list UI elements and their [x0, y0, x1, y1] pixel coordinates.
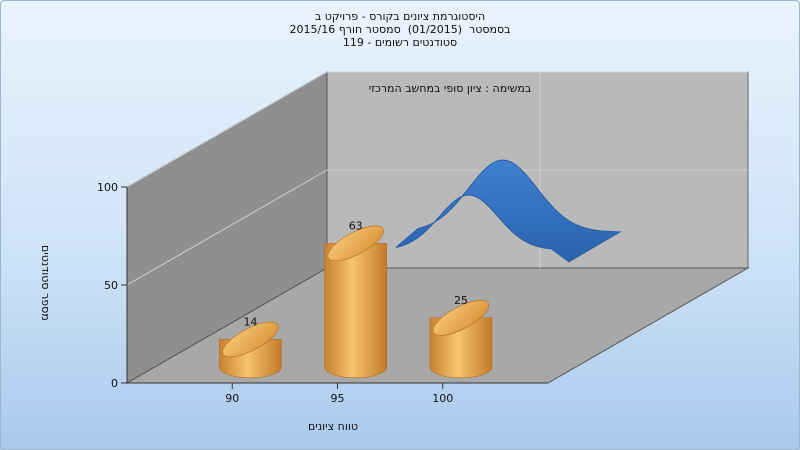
- x-tick-label: 95: [331, 392, 345, 405]
- y-tick-label: 100: [97, 181, 118, 194]
- bar-90: 14: [219, 315, 282, 379]
- bar-cap: [432, 300, 490, 336]
- title-line-1: היסטוגרמת ציונים בקורס - פרויקט ב: [314, 10, 486, 23]
- chart-title: היסטוגרמת ציונים בקורס - פרויקט ב בסמסטר…: [0, 10, 800, 49]
- bar-cap: [327, 225, 384, 262]
- title-line-3: סטודנטים רשומים - 119: [342, 36, 458, 49]
- y-tick-label: 50: [104, 279, 118, 292]
- bar-value-label: 63: [349, 219, 363, 232]
- y-axis-label: מספר סטודנטים: [39, 245, 52, 321]
- title-line-2: בסמסטר (01/2015) סמסטר חורף 2015/16: [289, 23, 511, 36]
- grid-line: [126, 169, 328, 286]
- annotation-text: במשימה : ציון סופי במחשב המרכזי: [369, 82, 532, 95]
- bars: 14 63 25: [219, 219, 493, 379]
- bar-cap: [222, 321, 279, 358]
- x-tick-label: 100: [432, 392, 453, 405]
- gridlines: [126, 71, 748, 286]
- y-axis: 0 50 100: [97, 181, 128, 390]
- distribution-curve: [395, 159, 622, 263]
- y-tick-label: 0: [111, 377, 118, 390]
- bar-value-label: 25: [454, 294, 468, 307]
- bar-100: 25: [429, 294, 493, 379]
- bar-body: [324, 243, 387, 379]
- bar-value-label: 14: [243, 315, 257, 328]
- box-right-edge: [547, 72, 749, 384]
- grid-line: [126, 71, 328, 188]
- x-axis: 90 95 100: [127, 382, 548, 405]
- bar-95: 63: [324, 219, 387, 379]
- x-tick-label: 90: [225, 392, 239, 405]
- x-axis-label: טווח ציונים: [308, 420, 358, 433]
